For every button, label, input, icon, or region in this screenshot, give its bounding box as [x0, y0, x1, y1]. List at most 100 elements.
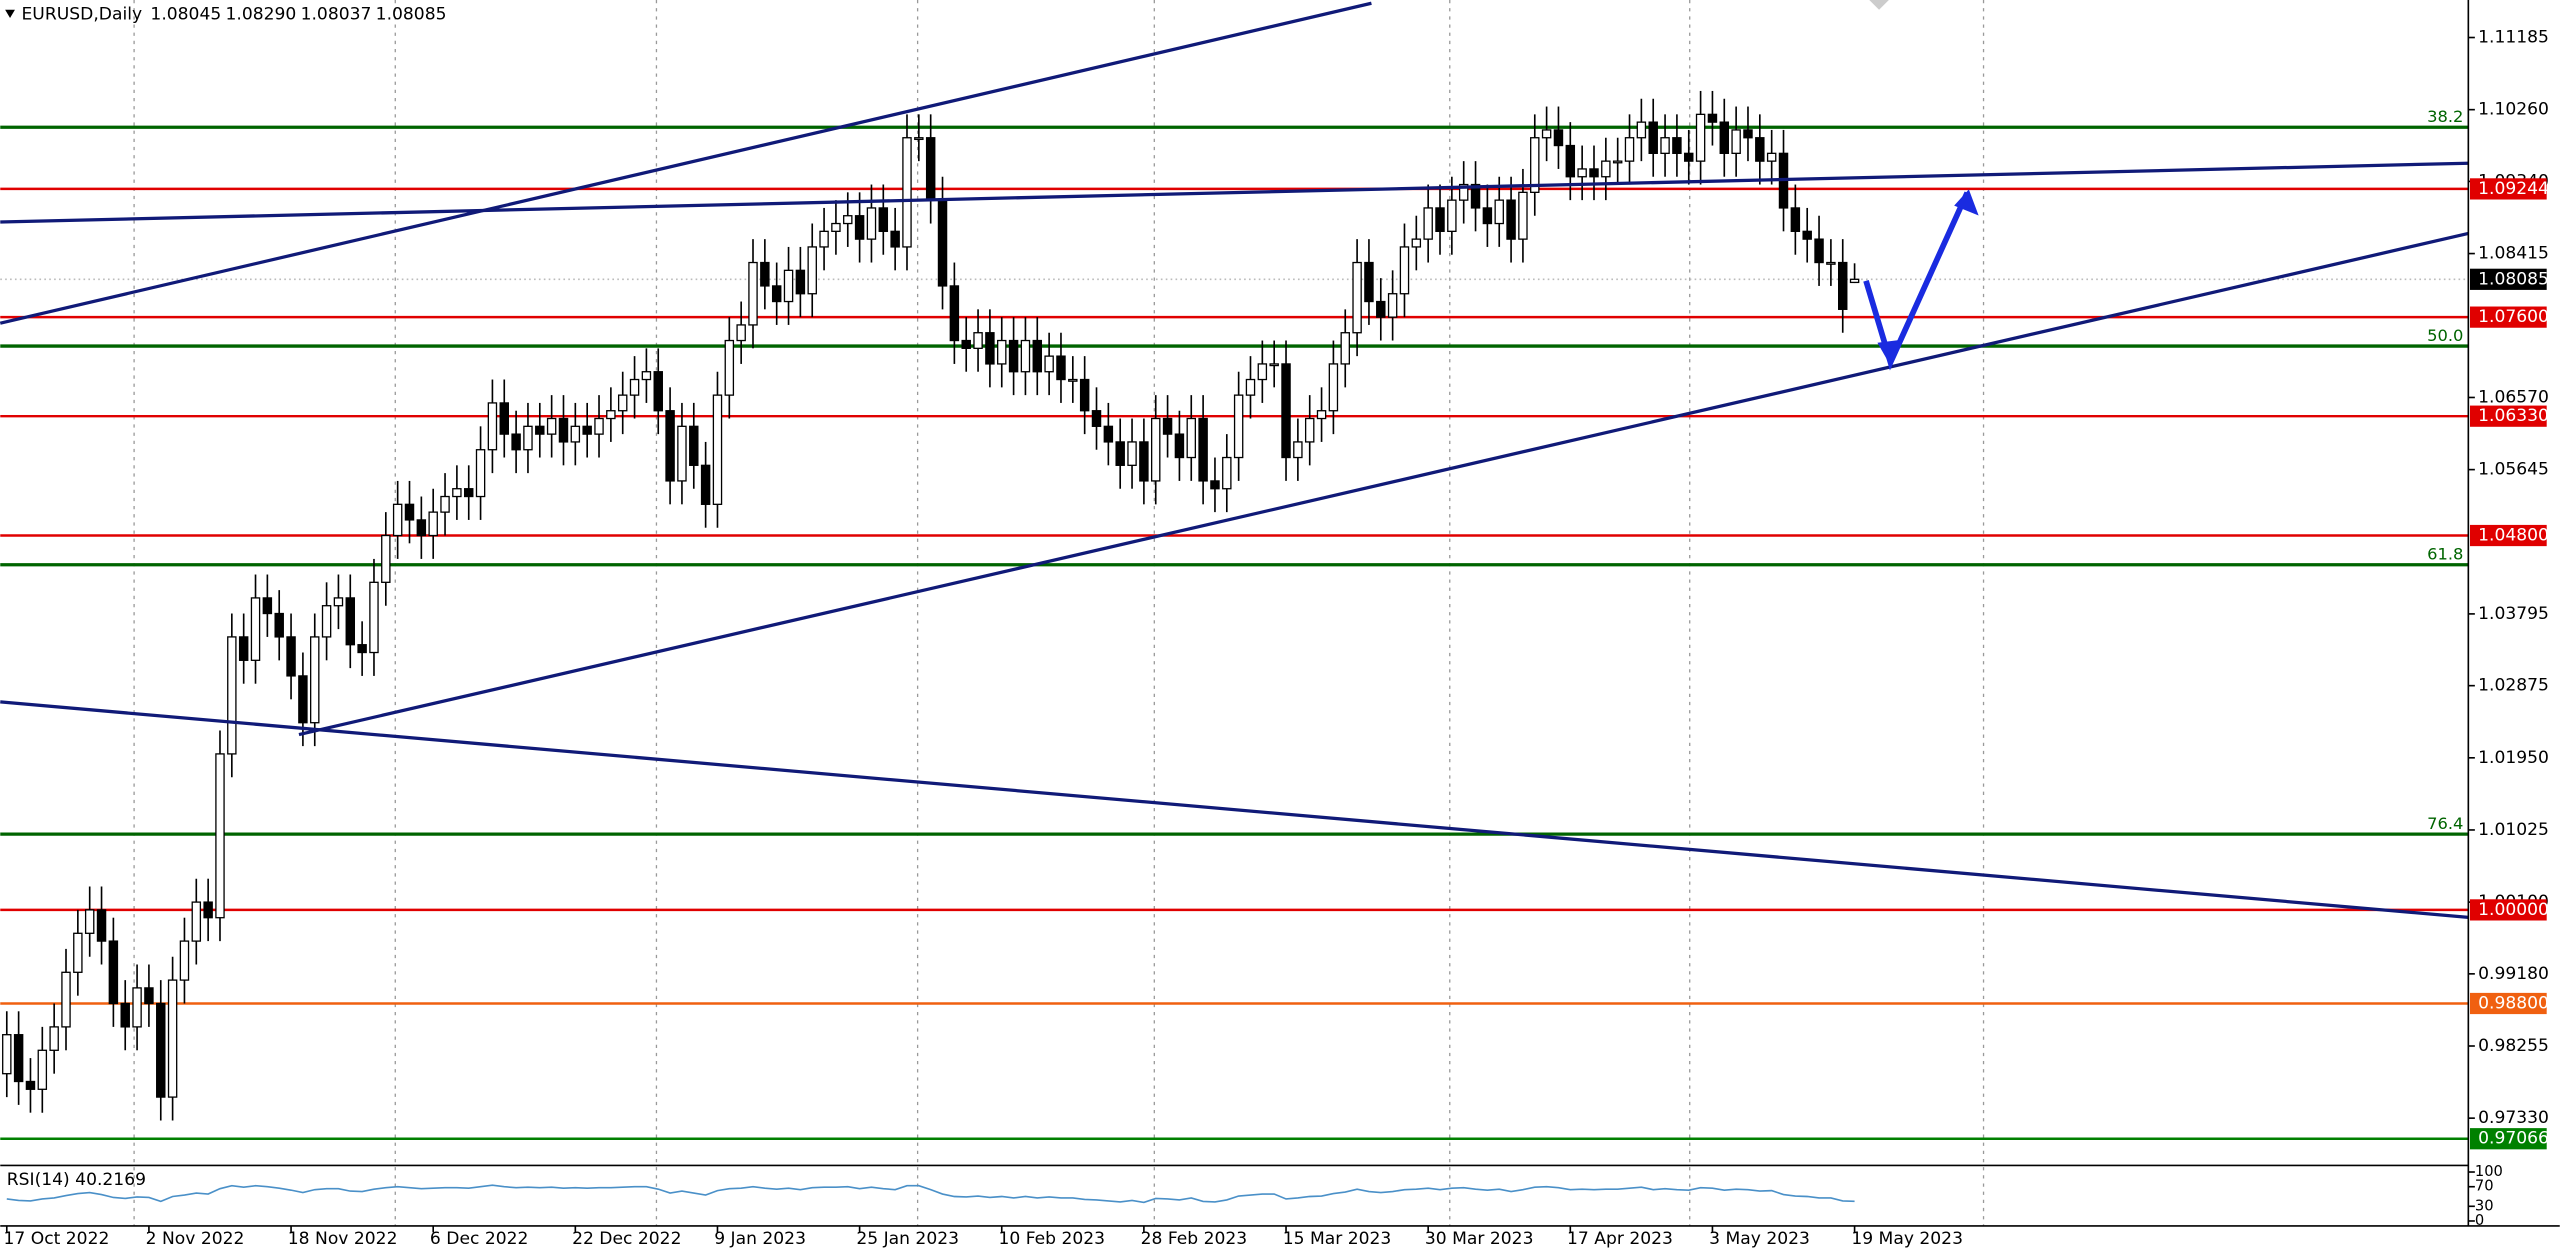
candle-body: [1518, 191, 1528, 240]
candle-body: [606, 410, 616, 420]
candle-body: [771, 285, 782, 303]
fib-label: 76.4: [2427, 814, 2463, 833]
candle-body: [902, 137, 912, 248]
candle-body: [1352, 261, 1362, 334]
candle-body: [795, 269, 806, 295]
candle-body: [1814, 238, 1824, 264]
y-tick-label: 1.05645: [2478, 460, 2549, 480]
candle-body: [1020, 339, 1031, 373]
candle-body: [1660, 137, 1670, 154]
candle-body: [760, 261, 770, 287]
current-price-tag: [2469, 268, 2547, 290]
candle-body: [523, 425, 533, 451]
candle-body: [1802, 230, 1812, 240]
vertical-grid: [133, 0, 1985, 1226]
ohlc-value: 1.08045: [150, 5, 221, 25]
candle-body: [1482, 207, 1493, 225]
candle-body: [819, 230, 829, 248]
rsi-label: RSI(14) 40.2169: [7, 1170, 146, 1190]
candle-body: [1719, 121, 1730, 154]
candle-body: [866, 207, 877, 240]
level-tag: [2469, 992, 2547, 1015]
candle-body: [665, 410, 675, 482]
x-tick-label: 17 Oct 2022: [4, 1229, 110, 1249]
candle-body: [1624, 137, 1635, 162]
y-tick-label: 1.06570: [2478, 387, 2549, 407]
candle-body: [1281, 363, 1291, 459]
x-tick-label: 18 Nov 2022: [288, 1229, 398, 1249]
candle-body: [1233, 394, 1244, 459]
candle-body: [1198, 417, 1208, 482]
candle-body: [629, 378, 640, 396]
candle-body: [1684, 152, 1694, 162]
candle-body: [997, 339, 1007, 365]
x-tick-label: 6 Dec 2022: [430, 1229, 529, 1249]
marker: [1869, 0, 1889, 10]
rsi-tick-label: 70: [2475, 1178, 2494, 1195]
candle-body: [700, 464, 711, 505]
ohlc-value: 1.08037: [301, 5, 372, 25]
candle-body: [1376, 300, 1386, 318]
candle-body: [1530, 137, 1540, 193]
y-tick-label: 1.01025: [2478, 820, 2549, 840]
candle-body: [582, 425, 592, 435]
candle-body: [1079, 378, 1090, 412]
candle-body: [1589, 168, 1599, 178]
candle-body: [37, 1049, 48, 1090]
candle-body: [1755, 137, 1765, 162]
candle-body: [854, 215, 865, 240]
candle-body: [1008, 339, 1019, 373]
candle-body: [1032, 339, 1043, 373]
candle-body: [1601, 160, 1611, 178]
x-tick-label: 2 Nov 2022: [146, 1229, 245, 1249]
y-tick-label: 1.08415: [2478, 244, 2549, 264]
candle-body: [949, 285, 960, 342]
candle-body: [1411, 238, 1422, 248]
candle-body: [807, 246, 817, 295]
y-tick-label: 0.99180: [2478, 964, 2549, 984]
candle-body: [961, 339, 971, 349]
fib-label: 61.8: [2427, 544, 2463, 563]
candle-body: [156, 1002, 166, 1098]
levels: 38.2 50.0 61.8 76.4: [0, 107, 2469, 1140]
candle-body: [1838, 261, 1848, 310]
candle-body: [1257, 363, 1268, 381]
candle-body: [641, 371, 652, 381]
arrow-head: [1954, 189, 1979, 216]
arrow-head: [1877, 339, 1904, 366]
menu-triangle[interactable]: [5, 9, 15, 18]
candle-body: [1447, 199, 1457, 232]
candle-body: [1139, 441, 1149, 482]
x-tick-label: 30 Mar 2023: [1425, 1229, 1534, 1249]
candle-body: [1731, 129, 1741, 154]
candle-body: [724, 339, 735, 396]
candle-body: [1672, 137, 1682, 154]
candle-body: [558, 417, 569, 443]
candle-body: [381, 534, 391, 583]
candle-body: [452, 488, 462, 498]
fib-label: 38.2: [2427, 107, 2463, 126]
candle-body: [120, 1002, 130, 1028]
candle-body: [1162, 417, 1173, 435]
candle-body: [369, 581, 379, 654]
x-tick-label: 10 Feb 2023: [998, 1229, 1105, 1249]
level-tag: [2469, 306, 2547, 328]
rsi-line: [6, 1184, 1855, 1204]
candle-body: [1577, 168, 1587, 178]
symbol: EURUSD,Daily: [21, 5, 142, 25]
candle-body: [677, 425, 687, 482]
y-tick-label: 1.01950: [2478, 748, 2549, 768]
candle-body: [1245, 378, 1256, 396]
candle-body: [1541, 129, 1552, 139]
trendline: [0, 700, 2469, 919]
candle-body: [179, 940, 190, 981]
level-tag: [2469, 524, 2547, 547]
candle-body: [985, 332, 995, 365]
candle-body: [1364, 261, 1374, 303]
candle-body: [1304, 417, 1315, 443]
candle-body: [61, 971, 71, 1028]
trendline: [298, 231, 2469, 737]
candle-body: [1648, 121, 1658, 154]
candle-body: [1115, 441, 1125, 466]
